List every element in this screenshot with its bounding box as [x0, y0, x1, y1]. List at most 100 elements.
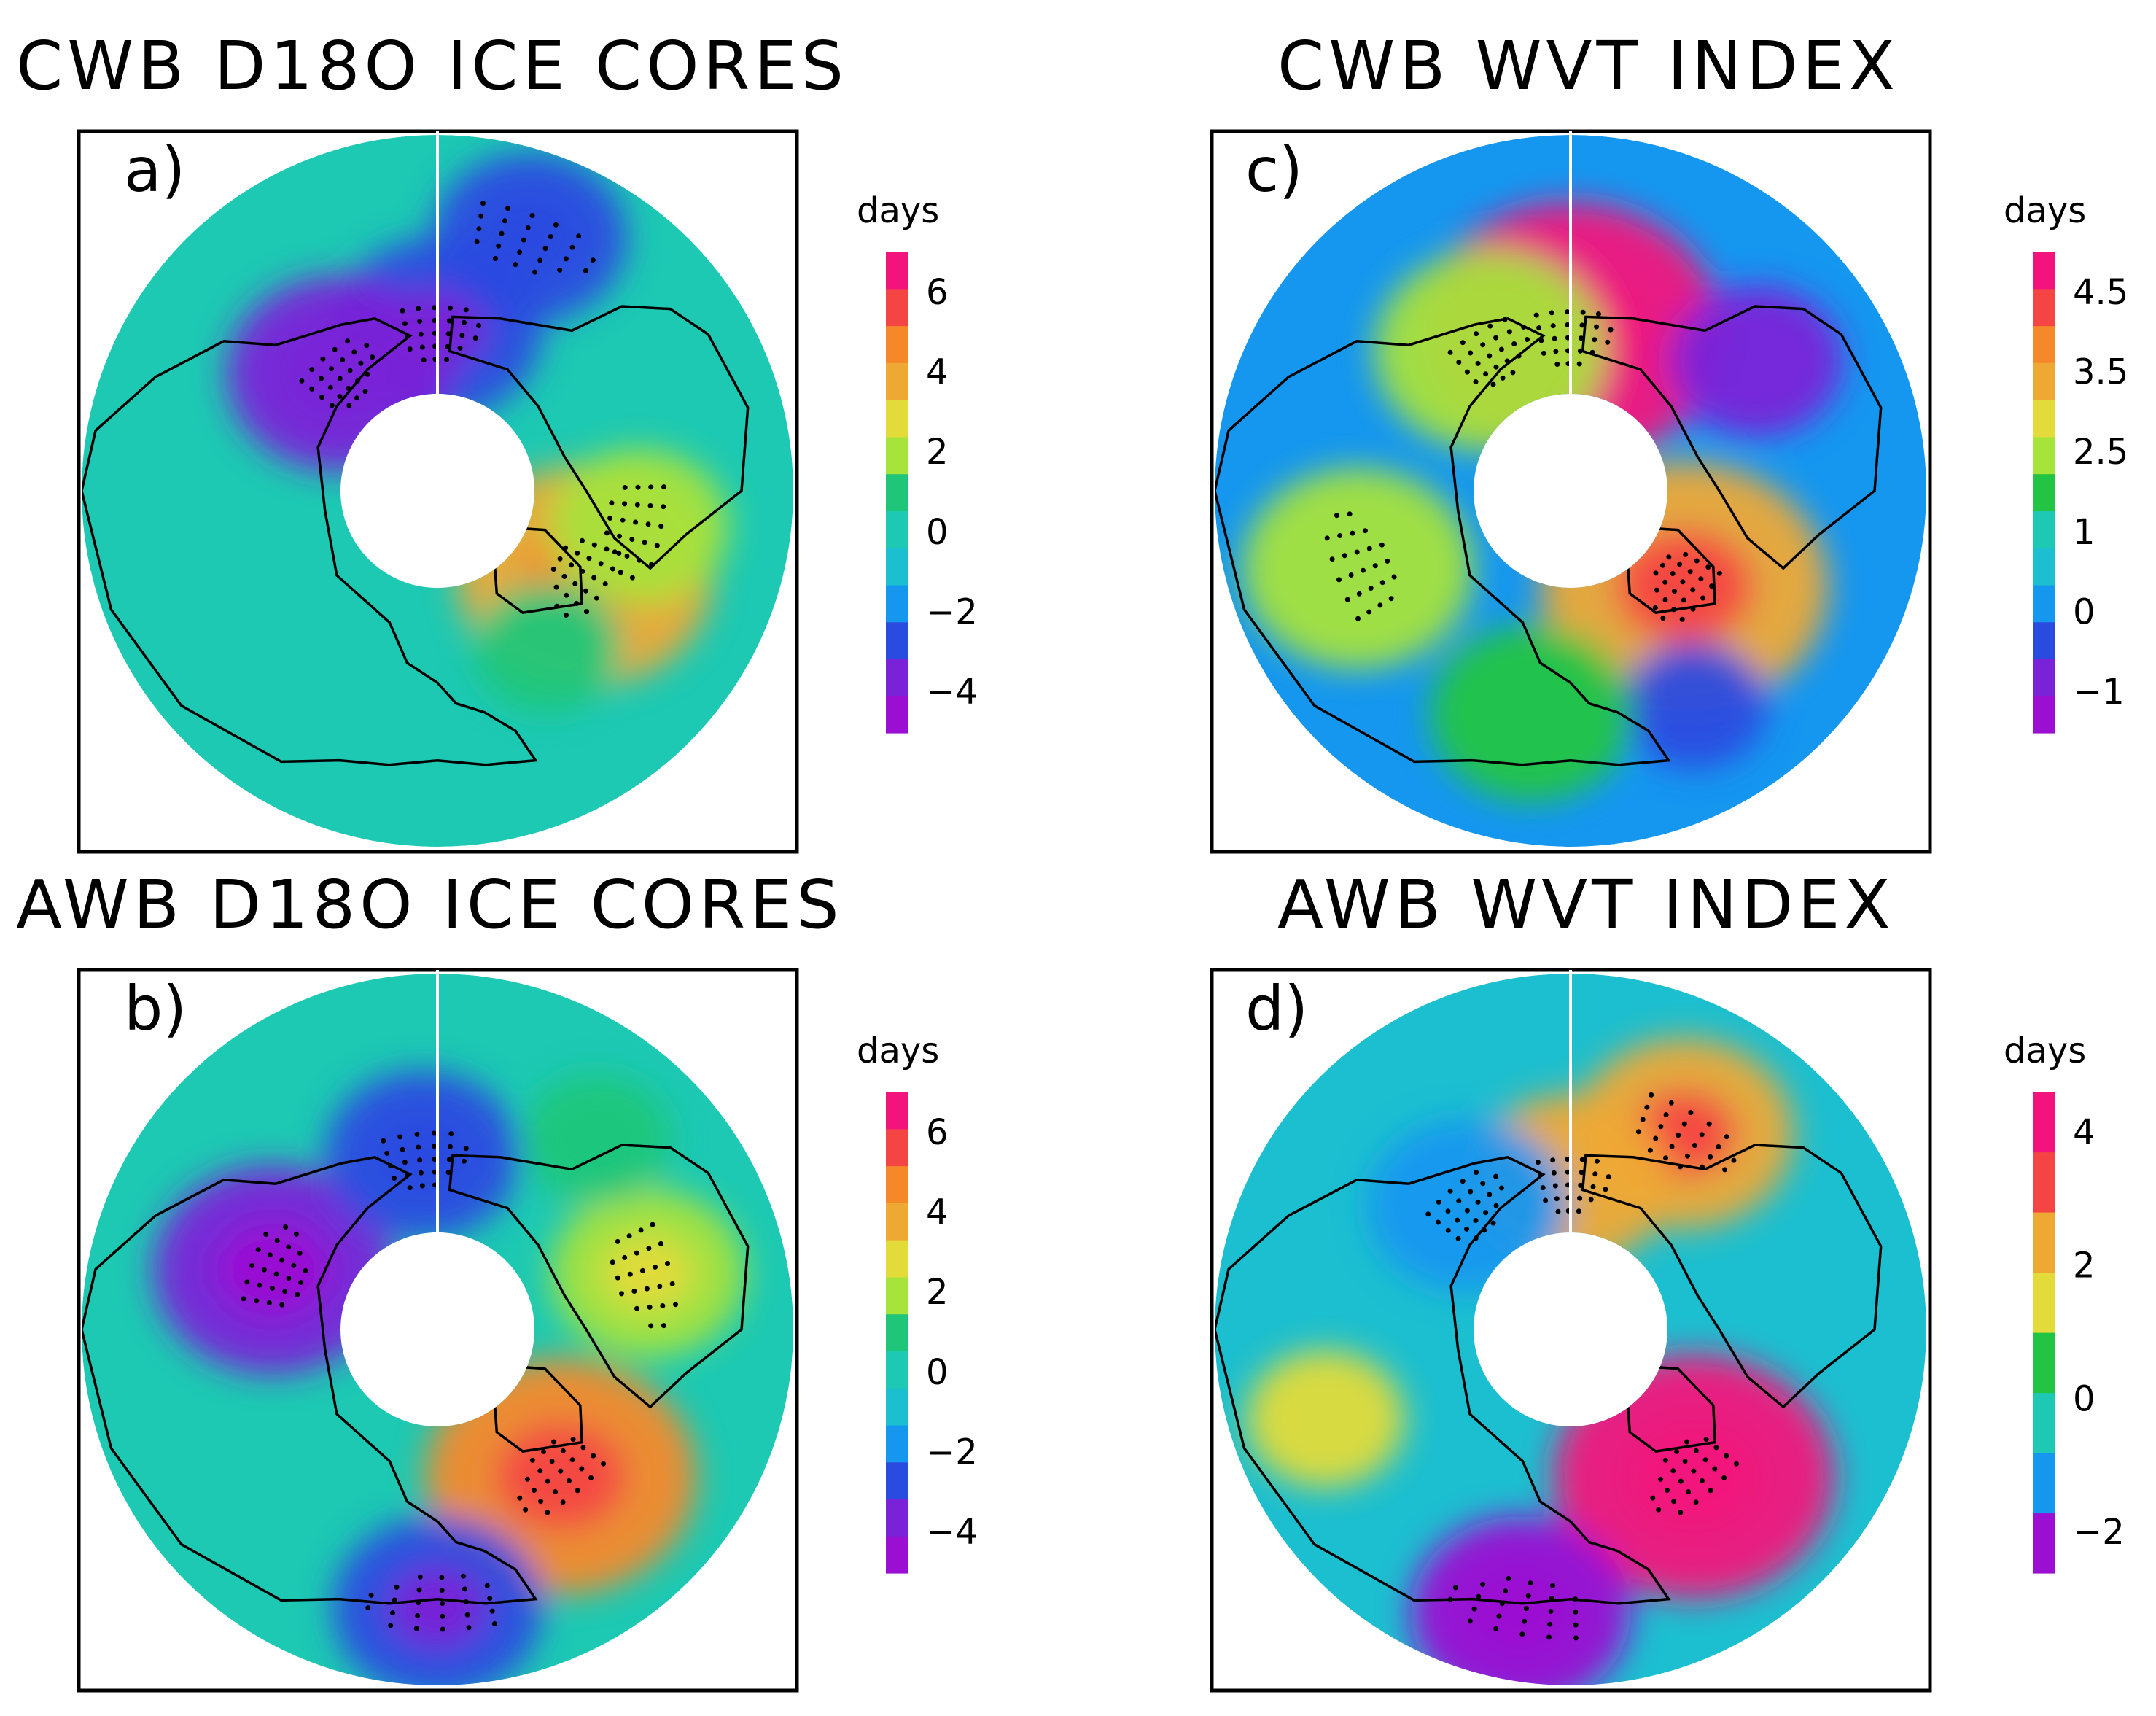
stipple-dot — [1506, 329, 1512, 335]
stipple-dot — [566, 1478, 572, 1483]
stipple-dot — [254, 1298, 260, 1304]
stipple-dot — [1468, 1189, 1474, 1195]
panel-title: AWB D18O ICE CORES — [16, 866, 844, 944]
stipple-dot — [1706, 1121, 1712, 1127]
stipple-dot — [586, 556, 592, 562]
colorbar-segment — [886, 400, 908, 438]
panel-title: CWB WVT INDEX — [1277, 27, 1899, 105]
stipple-dot — [604, 530, 610, 536]
stipple-dot — [583, 588, 588, 594]
stipple-dot — [365, 1605, 371, 1611]
stipple-dot — [549, 1459, 555, 1464]
stipple-dot — [553, 584, 559, 590]
stipple-dot — [532, 269, 537, 275]
stipple-dot — [329, 366, 334, 372]
stipple-dot — [390, 1610, 395, 1615]
stipple-dot — [594, 595, 599, 601]
colorbar-segment — [2033, 1152, 2055, 1213]
stipple-dot — [1348, 572, 1354, 578]
stipple-dot — [541, 1448, 546, 1454]
stipple-dot — [1649, 1092, 1654, 1098]
stipple-dot — [529, 1457, 535, 1463]
colorbar-segment — [886, 1276, 908, 1315]
stipple-dot — [583, 268, 588, 273]
stipple-dot — [639, 1267, 645, 1273]
colorbar-tick-label: −4 — [926, 672, 978, 713]
stipple-dot — [466, 1625, 472, 1631]
stipple-dot — [1708, 1154, 1713, 1160]
stipple-dot — [560, 1448, 566, 1453]
stipple-dot — [499, 230, 505, 236]
stipple-dot — [1552, 1183, 1558, 1189]
coast-eurasia — [1215, 1155, 1671, 1605]
colorbar-segment — [2033, 1212, 2055, 1273]
panel-title: CWB D18O ICE CORES — [16, 27, 848, 105]
stipple-dot — [1547, 1621, 1553, 1627]
stipple-dot — [1337, 533, 1343, 538]
stipple-dot — [1480, 1582, 1486, 1587]
colorbar-segment — [886, 510, 908, 548]
colorbar-segment — [886, 621, 908, 660]
significance-stippling — [241, 1130, 678, 1632]
stipple-dot — [601, 1461, 606, 1467]
stipple-dot — [502, 218, 507, 224]
stipple-dot — [524, 1476, 530, 1482]
stipple-dot — [575, 550, 580, 556]
stipple-dot — [1682, 1459, 1688, 1464]
stipple-dot — [529, 213, 535, 218]
stipple-dot — [644, 1286, 650, 1292]
stipple-dot — [545, 1510, 550, 1515]
stipple-dot — [1334, 513, 1339, 519]
stipple-dot — [638, 1227, 644, 1233]
stipple-dot — [1548, 1609, 1554, 1614]
stipple-dot — [448, 1144, 453, 1149]
stipple-dot — [1605, 339, 1611, 345]
stipple-dot — [1388, 596, 1394, 602]
coast-north-america — [1581, 1144, 1883, 1409]
stipple-dot — [1490, 381, 1496, 387]
stipple-dot — [407, 1185, 413, 1191]
stipple-dot — [392, 1176, 397, 1181]
stipple-dot — [496, 243, 502, 249]
stipple-dot — [1540, 1185, 1546, 1191]
stipple-dot — [1473, 1218, 1479, 1223]
stipple-dot — [1588, 1197, 1594, 1203]
anomaly-central-asia — [1242, 467, 1474, 669]
stipple-dot — [444, 357, 450, 362]
stipple-dot — [286, 1244, 292, 1250]
stipple-dot — [1576, 1208, 1581, 1214]
stipple-dot — [1533, 312, 1539, 318]
stipple-dot — [1329, 556, 1335, 562]
stipple-dot — [550, 567, 556, 572]
stipple-dot — [1551, 1170, 1557, 1176]
stipple-dot — [1366, 546, 1372, 551]
stipple-dot — [620, 517, 626, 523]
colorbar-segment — [886, 1165, 908, 1203]
panel-d-awb-wvt-index: AWB WVT INDEX d) days 4 2 0 −2 — [1210, 866, 2125, 1693]
stipple-dot — [1455, 1235, 1461, 1241]
stipple-dot — [463, 307, 469, 313]
stipple-dot — [569, 1457, 575, 1463]
stipple-dot — [416, 306, 421, 311]
stipple-dot — [417, 319, 423, 325]
stipple-dot — [1565, 322, 1571, 327]
anomaly-core — [496, 1423, 626, 1530]
stipple-dot — [1464, 1226, 1469, 1232]
stipple-dot — [1679, 616, 1685, 622]
stipple-dot — [1372, 563, 1378, 569]
stipple-dot — [1467, 1618, 1473, 1624]
stipple-dot — [557, 267, 563, 273]
anomaly-field — [1246, 1038, 1835, 1685]
stipple-dot — [1511, 341, 1517, 346]
coast-eurasia — [1215, 317, 1671, 766]
stipple-dot — [1522, 1618, 1528, 1624]
stipple-dot — [1493, 1173, 1499, 1179]
stipple-dot — [303, 1267, 308, 1273]
colorbar-segment — [2033, 584, 2055, 623]
colorbar-segment — [886, 1536, 908, 1574]
stipple-dot — [480, 201, 486, 206]
coast-north-america — [448, 305, 750, 570]
stipple-dot — [418, 1170, 424, 1176]
stipple-dot — [1671, 1499, 1677, 1505]
stipple-dot — [1684, 1439, 1689, 1445]
